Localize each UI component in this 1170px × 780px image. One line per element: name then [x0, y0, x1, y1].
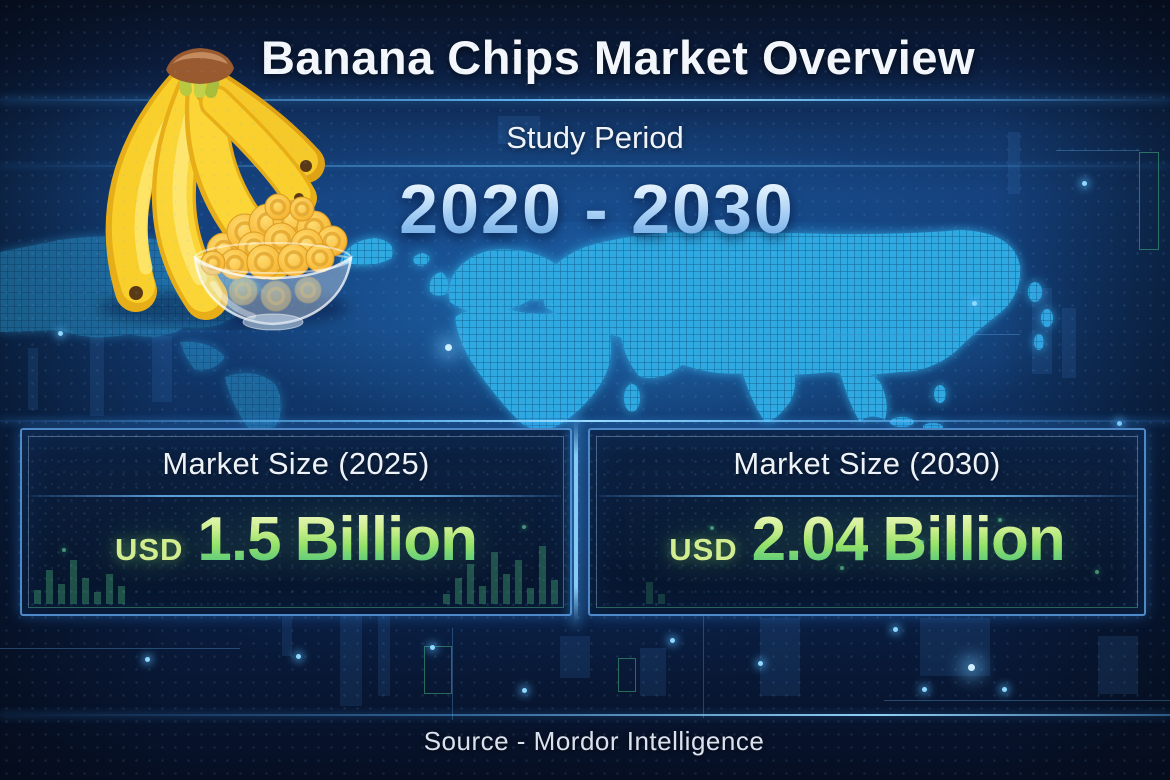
bowl-base	[242, 313, 304, 331]
decor-shape	[670, 638, 675, 643]
decor-shape	[1008, 132, 1020, 194]
decor-shape	[378, 610, 390, 696]
decor-shape	[560, 636, 590, 678]
decor-shape	[884, 700, 1170, 701]
decor-shape	[703, 610, 704, 718]
decor-shape	[145, 657, 150, 662]
decor-shape	[152, 336, 172, 402]
decor-shape	[340, 588, 362, 706]
decor-shape	[1095, 570, 1099, 574]
chips-under-glass	[228, 276, 322, 312]
map-continents	[340, 230, 1053, 431]
glass-bowl	[193, 255, 353, 326]
decor-shape	[1139, 152, 1159, 250]
study-period-value: 2020 - 2030	[399, 170, 795, 248]
market-value-2025: USD 1.5 Billion	[22, 509, 570, 571]
currency-label: USD	[669, 532, 738, 567]
decor-shape	[498, 116, 540, 144]
decor-shape	[1032, 288, 1052, 374]
card-bars-decor	[443, 546, 558, 604]
decor-shape	[920, 618, 990, 676]
cards-separator-line	[574, 418, 578, 624]
market-unit: Billion	[882, 505, 1065, 574]
banana-tip	[129, 286, 143, 300]
card-divider-line	[31, 495, 561, 497]
market-amount: 2.04	[751, 505, 870, 574]
decor-shape	[0, 648, 240, 649]
decor-shape	[58, 331, 63, 336]
card-title: Market Size (2025)	[162, 446, 430, 481]
decor-shape	[1098, 636, 1138, 694]
bowl-highlight	[210, 281, 256, 319]
card-divider-line	[599, 495, 1135, 497]
decor-shape	[710, 526, 714, 530]
card-bars-decor	[34, 560, 125, 604]
study-period-label: Study Period	[506, 120, 684, 155]
decor-shape	[1056, 150, 1140, 151]
decor-shape	[820, 334, 1020, 335]
footer-divider-line	[0, 714, 1170, 716]
market-size-2030-card: Market Size (2030) USD 2.04 Billion	[588, 428, 1146, 616]
decor-shape	[760, 618, 800, 696]
title-divider-line	[0, 99, 1170, 101]
decor-shape	[618, 658, 636, 692]
bananas-and-chips-bowl-icon	[98, 48, 353, 331]
decor-shape	[430, 645, 435, 650]
decor-shape	[90, 336, 104, 416]
decor-shape	[998, 518, 1002, 522]
decor-shape	[972, 301, 977, 306]
study-divider-line	[0, 165, 1170, 167]
decor-shape	[445, 344, 452, 351]
decor-shape	[296, 654, 301, 659]
decor-shape	[28, 348, 38, 410]
source-text: Source - Mordor Intelligence	[423, 726, 765, 756]
decor-shape	[522, 525, 526, 529]
decor-shape	[758, 661, 763, 666]
market-value-2030: USD 2.04 Billion	[590, 509, 1144, 571]
market-amount: 1.5	[197, 505, 281, 574]
currency-label: USD	[114, 532, 184, 567]
decor-shape	[1062, 308, 1076, 378]
market-size-2025-card: Market Size (2025) USD 1.5 Billion	[20, 428, 572, 616]
market-unit: Billion	[294, 505, 478, 574]
decor-shape	[893, 627, 898, 632]
banana-tip	[300, 160, 312, 172]
decor-shape	[282, 598, 292, 656]
decor-shape	[1117, 421, 1122, 426]
decor-shape	[640, 648, 666, 696]
decor-shape	[920, 540, 924, 544]
card-bars-decor	[646, 582, 665, 604]
decor-shape	[922, 687, 927, 692]
page-title: Banana Chips Market Overview	[260, 31, 976, 84]
decor-shape	[452, 628, 453, 720]
decor-shape	[62, 548, 66, 552]
cards-top-line	[0, 420, 1170, 422]
decor-shape	[968, 664, 975, 671]
decor-shape	[1002, 687, 1007, 692]
decor-shape	[1082, 181, 1087, 186]
decor-shape	[424, 646, 452, 694]
decor-shape	[840, 566, 844, 570]
card-title: Market Size (2030)	[733, 446, 1001, 481]
bowl-rim	[194, 242, 352, 274]
decor-shape	[522, 688, 527, 693]
